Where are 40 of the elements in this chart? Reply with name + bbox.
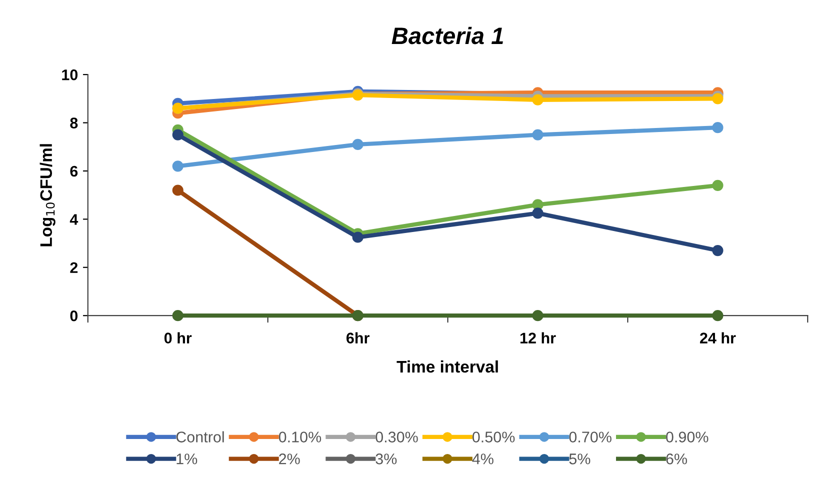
x-tick-label: 12 hr [520,332,556,344]
x-tick-label: 6hr [346,332,370,344]
y-tick-label: 6 [70,166,78,177]
legend-label: 0.90% [666,432,708,442]
point [172,310,184,322]
legend-label: Control [176,431,224,442]
point [532,310,544,322]
legend-label: 5% [569,454,590,464]
legend-label: 4% [472,454,494,464]
legend-label: 3% [376,454,397,464]
point [712,310,724,322]
y-tick-label: 8 [70,118,78,128]
legend-label: 2% [279,454,300,464]
point [712,93,724,104]
x-tick-label: 24 hr [700,332,736,344]
x-tick-label: 0 hr [164,332,192,344]
legend-label: 0.70% [569,432,612,442]
point [532,94,544,106]
point [532,208,544,219]
y-tick-label: 2 [70,262,78,273]
y-axis-title: Log$_{10}$CFU/ml [40,144,56,246]
y-tick-label: 0 [70,310,78,322]
point [352,138,364,150]
y-tick-label: 4 [70,214,78,225]
point [172,184,184,196]
y-tick-label: 10 [62,69,78,80]
point [532,129,544,140]
chart-title: Bacteria 1 [392,26,503,44]
legend-label: 0.10% [278,432,322,442]
legend-label: 6% [666,454,687,464]
point [712,122,724,134]
point [712,180,724,191]
point [172,160,184,172]
legend-label: 0.30% [376,432,418,442]
x-axis-title: Time interval [396,360,498,373]
point [712,244,724,256]
point [352,232,364,243]
legend-label: 0.50% [472,432,515,442]
legend-label: 1% [176,454,198,464]
point [172,129,184,140]
